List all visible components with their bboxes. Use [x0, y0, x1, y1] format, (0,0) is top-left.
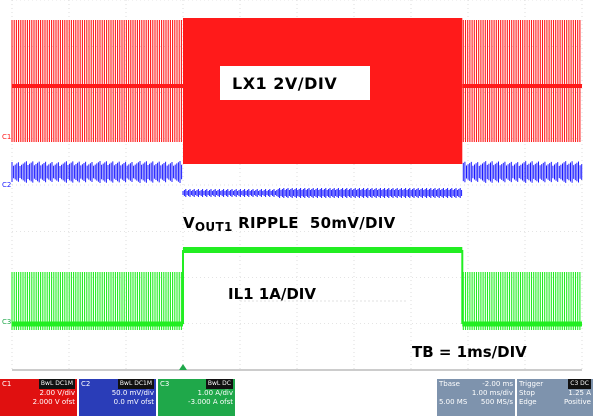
trigger-slope: Positive [564, 398, 591, 406]
lx1-trace-gap [183, 186, 463, 192]
vout-label-sub: OUT1 [194, 220, 233, 234]
il1-label: IL1 1A/DIV [228, 285, 316, 303]
c3-scale: 1.00 A/div [197, 389, 234, 397]
tbase-rate: 500 MS/s [480, 398, 513, 406]
c3-settings-panel[interactable]: C3 BwL DC 1.00 A/div -3.000 A ofst [158, 379, 235, 416]
vout-label-v: V [183, 214, 195, 232]
tbase-samples: 5.00 MS [439, 398, 468, 406]
il1-trace-pulses [11, 272, 581, 330]
il1-trace-burst [183, 247, 463, 253]
timebase-panel[interactable]: Tbase -2.00 ms 1.00 ms/div 5.00 MS 500 MS/… [437, 379, 515, 416]
tbase-label: Tbase [439, 380, 460, 388]
lx1-label-text: LX1 2V/DIV [232, 73, 338, 93]
trigger-chip: C3 DC [568, 379, 591, 389]
c2-tag: C2 [81, 380, 91, 388]
c1-tag: C1 [2, 380, 12, 388]
trigger-position-marker [179, 364, 187, 370]
trigger-mode: Stop [519, 389, 535, 397]
vout-label-rest: RIPPLE 50mV/DIV [232, 214, 396, 232]
c2-settings-panel[interactable]: C2 BwL DC1M 50.0 mV/div 0.0 mV ofst [79, 379, 156, 416]
c1-marker: C1 [2, 133, 12, 141]
c2-mode: BwL DC1M [117, 379, 154, 389]
c2-marker: C2 [2, 181, 12, 189]
c3-tag: C3 [160, 380, 170, 388]
trigger-level: 1.25 A [568, 389, 591, 397]
vout-trace-burst [182, 188, 463, 198]
timebase-label: TB = 1ms/DIV [412, 343, 527, 361]
c2-scale: 50.0 mV/div [111, 389, 154, 397]
tbase-per-div: 1.00 ms/div [471, 389, 513, 397]
trigger-type: Edge [519, 398, 537, 406]
grid [11, 0, 583, 371]
c1-settings-panel[interactable]: C1 BwL DC1M 2.00 V/div 2.000 V ofst [0, 379, 77, 416]
trigger-label: Trigger [519, 380, 544, 388]
trigger-panel[interactable]: Trigger C3 DC Stop 1.25 A Edge Positive [517, 379, 593, 416]
c3-marker: C3 [2, 318, 12, 326]
vout-trace-ripple [11, 161, 583, 183]
vout-ripple-label: VOUT1 RIPPLE 50mV/DIV [183, 214, 396, 234]
c3-mode: BwL DC [205, 379, 233, 389]
lx1-label: LX1 2V/DIV [220, 66, 370, 100]
tbase-delay: -2.00 ms [482, 380, 513, 388]
c1-offset: 2.000 V ofst [32, 398, 75, 406]
c1-scale: 2.00 V/div [39, 389, 76, 397]
c2-offset: 0.0 mV ofst [113, 398, 154, 406]
c3-offset: -3.000 A ofst [188, 398, 233, 406]
c1-mode: BwL DC1M [38, 379, 75, 389]
lx1-trace-switching [11, 20, 581, 142]
